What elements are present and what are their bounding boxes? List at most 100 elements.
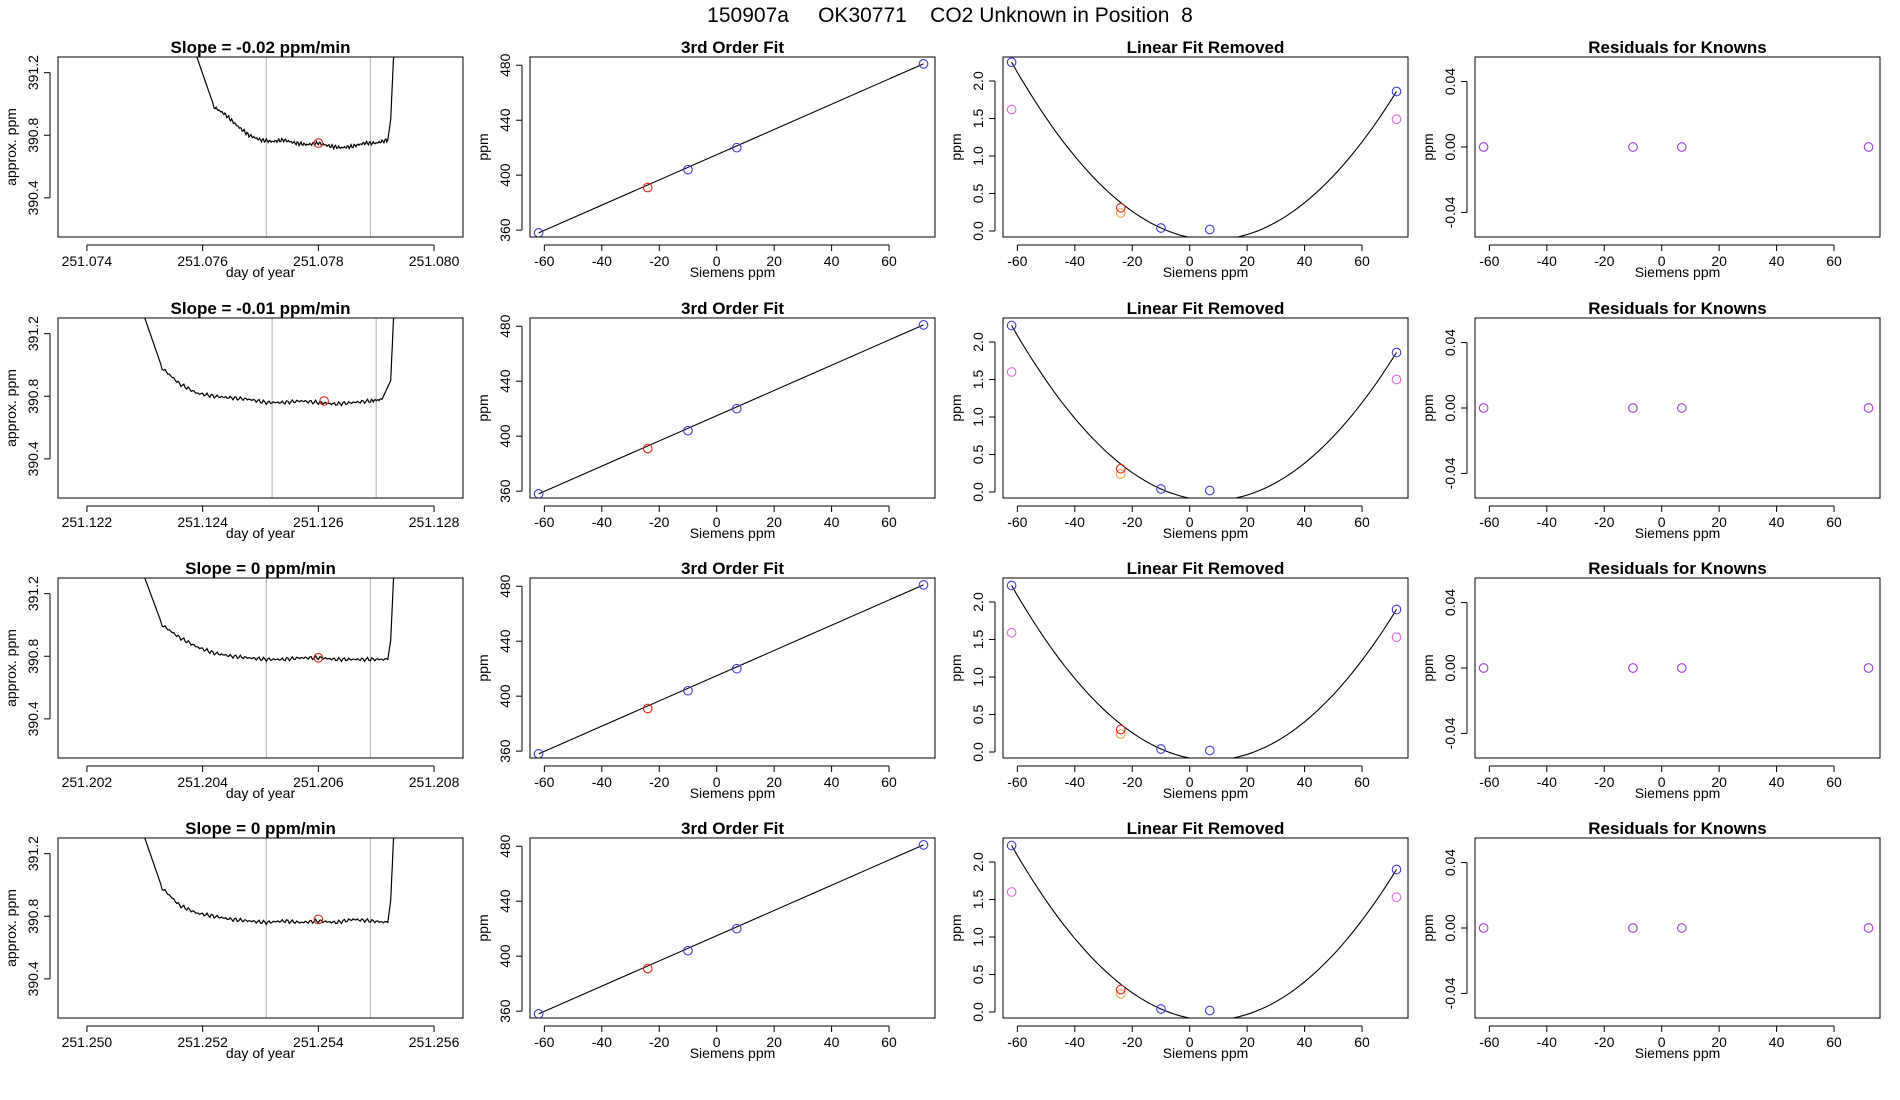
x-tick-label: -20 [649, 1034, 669, 1050]
panel-2-4: Residuals for Knowns Siemens ppm ppm -60 -40… [1420, 299, 1881, 541]
x-tick-label: 20 [1239, 774, 1255, 790]
ppm-trace-line [196, 57, 395, 151]
y-tick-label: 390.4 [25, 961, 41, 996]
x-tick-label: 251.128 [409, 514, 460, 530]
known-point [1391, 864, 1402, 875]
y-axis-label: ppm [948, 394, 964, 421]
y-axis-label: ppm [475, 133, 491, 160]
x-axis-label: Siemens ppm [690, 785, 776, 801]
panel-4-3: Linear Fit Removed Siemens ppm ppm -60 -40 -2… [948, 819, 1409, 1061]
y-tick-label: 440 [497, 629, 513, 653]
reference-point [1391, 374, 1402, 385]
x-tick-label: 251.206 [293, 774, 344, 790]
y-tick-label: 0.04 [1442, 849, 1458, 876]
y-axis-label: ppm [475, 654, 491, 681]
unknown-point [642, 443, 653, 454]
reference-point [1391, 632, 1402, 643]
panel-1-4: Residuals for Knowns Siemens ppm ppm -60 -40… [1420, 38, 1881, 280]
plot-frame [1474, 577, 1881, 759]
y-tick-label: 1.5 [970, 370, 986, 390]
x-tick-label: 251.252 [177, 1034, 228, 1050]
y-tick-label: 0.5 [970, 705, 986, 725]
x-tick-label: -20 [1594, 774, 1614, 790]
unknown-point [319, 396, 329, 406]
x-tick-label: -40 [1065, 253, 1085, 269]
y-tick-label: 0.0 [970, 482, 986, 502]
y-axis-label: ppm [475, 914, 491, 941]
x-tick-label: -60 [1479, 774, 1499, 790]
y-tick-label: 1.0 [970, 146, 986, 166]
residual-point [1478, 923, 1489, 933]
residual-point [1863, 142, 1874, 152]
plot-area [533, 59, 929, 237]
known-point [533, 749, 544, 758]
x-tick-label: -20 [649, 514, 669, 530]
known-point [1204, 224, 1215, 235]
y-tick-label: 2.0 [970, 332, 986, 352]
x-tick-label: 40 [824, 514, 840, 530]
panel-2-3: Linear Fit Removed Siemens ppm ppm -60 -40 -2… [948, 299, 1409, 541]
plot-frame [529, 317, 936, 499]
y-tick-label: 391.2 [25, 576, 41, 611]
x-tick-label: -60 [1479, 253, 1499, 269]
x-tick-label: -40 [1537, 1034, 1557, 1050]
y-tick-label: -0.04 [1442, 717, 1458, 749]
x-axis-label: day of year [226, 1045, 296, 1061]
y-axis-label: ppm [948, 914, 964, 941]
known-point [533, 228, 544, 237]
y-tick-label: 440 [497, 889, 513, 913]
plot-area [1006, 320, 1402, 498]
plot-area [533, 320, 929, 498]
plot-frame [1474, 837, 1881, 1019]
known-point [1391, 86, 1402, 97]
residual-point [1628, 923, 1638, 933]
plot-frame [1002, 577, 1409, 759]
x-tick-label: 0 [1658, 514, 1666, 530]
x-tick-label: -40 [1537, 774, 1557, 790]
x-tick-label: -40 [592, 514, 612, 530]
residual-point [1628, 142, 1638, 152]
panel-4-1: Slope = 0 ppm/min day of year approx. ppm 2… [3, 819, 464, 1061]
plot-frame [1002, 317, 1409, 499]
y-tick-label: 0.5 [970, 965, 986, 985]
fit-curve [1011, 61, 1397, 237]
x-tick-label: -20 [1594, 514, 1614, 530]
unknown-reference-point [1115, 208, 1126, 218]
known-point [731, 403, 742, 414]
unknown-point [313, 914, 324, 925]
residual-point [1676, 923, 1687, 933]
panel-3-1: Slope = 0 ppm/min day of year approx. ppm 2… [3, 559, 464, 801]
y-tick-label: 1.0 [970, 407, 986, 427]
y-tick-label: 0.00 [1442, 394, 1458, 421]
y-tick-label: 0.04 [1442, 329, 1458, 356]
ppm-trace-line [144, 318, 395, 407]
x-tick-label: 0 [1658, 253, 1666, 269]
y-tick-label: 480 [497, 53, 513, 77]
residual-point [1628, 403, 1638, 413]
unknown-point [1115, 724, 1126, 735]
x-tick-label: -60 [534, 253, 554, 269]
x-tick-label: 20 [1711, 514, 1727, 530]
known-point [1156, 1004, 1166, 1014]
x-tick-label: 40 [1769, 514, 1785, 530]
y-tick-label: 0.00 [1442, 133, 1458, 160]
unknown-point [313, 138, 324, 148]
plot-area [1478, 663, 1874, 673]
x-tick-label: -20 [1122, 514, 1142, 530]
y-tick-label: 390.4 [25, 441, 41, 476]
x-tick-label: 40 [824, 253, 840, 269]
y-tick-label: 0.04 [1442, 589, 1458, 616]
y-tick-label: 480 [497, 834, 513, 858]
x-tick-label: 20 [766, 1034, 782, 1050]
x-tick-label: 20 [766, 253, 782, 269]
x-tick-label: 60 [1826, 253, 1842, 269]
panel-title: Slope = -0.01 ppm/min [171, 299, 351, 318]
x-axis-label: Siemens ppm [1635, 1045, 1721, 1061]
x-tick-label: 40 [1769, 253, 1785, 269]
y-tick-label: 360 [497, 479, 513, 503]
panel-title: Residuals for Knowns [1588, 819, 1767, 838]
residual-point [1676, 403, 1687, 413]
x-tick-label: -60 [534, 1034, 554, 1050]
known-point [1204, 485, 1215, 496]
y-axis-label: approx. ppm [3, 369, 19, 447]
